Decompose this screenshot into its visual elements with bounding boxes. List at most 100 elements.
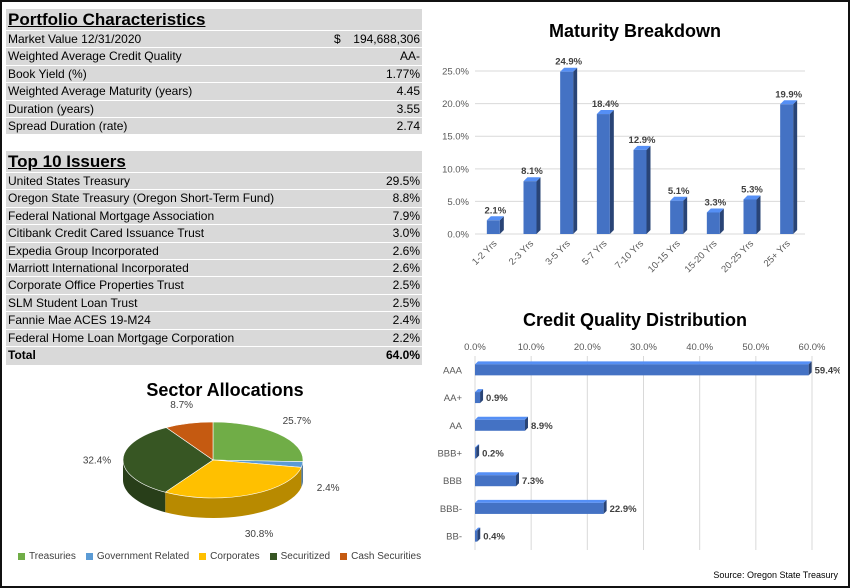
sector-legend: Treasuries Government Related Corporates… bbox=[18, 551, 421, 562]
row-value: 2.6% bbox=[392, 243, 420, 258]
x-tick-label: 15-20 Yrs bbox=[683, 238, 720, 275]
bar-side bbox=[603, 499, 607, 514]
bar bbox=[633, 149, 647, 234]
x-tick-label: 60.0% bbox=[799, 342, 826, 353]
bar-side bbox=[573, 67, 578, 234]
portfolio-characteristics-table: Portfolio Characteristics Market Value 1… bbox=[6, 9, 422, 134]
y-tick-label: BBB+ bbox=[437, 449, 462, 460]
data-label: 32.4% bbox=[83, 456, 111, 467]
x-tick-label: 0.0% bbox=[464, 342, 486, 353]
bar bbox=[560, 71, 574, 234]
y-tick-label: BBB- bbox=[440, 504, 462, 515]
data-label: 0.9% bbox=[486, 393, 508, 404]
legend-label: Corporates bbox=[210, 551, 260, 562]
data-label: 0.2% bbox=[482, 449, 504, 460]
row-value: 2.6% bbox=[392, 260, 420, 275]
bar bbox=[486, 220, 500, 234]
sector-allocations-chart: 25.7% 2.4% 30.8% 32.4% 8.7% bbox=[83, 400, 340, 540]
table-row: Duration (years) 3.55 bbox=[6, 99, 422, 117]
x-tick-label: 20-25 Yrs bbox=[719, 238, 756, 275]
y-tick-label: 0.0% bbox=[447, 230, 469, 241]
y-tick-label: BB- bbox=[446, 532, 462, 543]
data-label: 24.9% bbox=[555, 57, 582, 68]
portfolio-characteristics-title: Portfolio Characteristics bbox=[8, 10, 206, 29]
table-row: Weighted Average Maturity (years) 4.45 bbox=[6, 82, 422, 99]
bar-side bbox=[808, 361, 812, 376]
pie-slice bbox=[122, 427, 214, 493]
bar-top bbox=[475, 527, 481, 531]
x-tick-label: 5-7 Yrs bbox=[580, 238, 609, 267]
table-row: Federal Home Loan Mortgage Corporation 2.… bbox=[6, 328, 422, 346]
legend-swatch bbox=[269, 553, 277, 560]
bar bbox=[475, 364, 809, 376]
bar bbox=[596, 114, 610, 234]
row-value: 8.8% bbox=[392, 191, 420, 206]
row-label: Book Yield (%) bbox=[8, 66, 87, 81]
table-row: Weighted Average Credit Quality AA- bbox=[6, 47, 422, 64]
y-tick-label: 5.0% bbox=[447, 197, 469, 208]
row-value: 4.45 bbox=[396, 84, 420, 99]
data-label: 0.4% bbox=[483, 532, 505, 543]
bar-top bbox=[475, 444, 480, 448]
bar-side bbox=[524, 416, 528, 431]
pie-slice bbox=[212, 421, 304, 462]
y-tick-label: 20.0% bbox=[442, 99, 469, 110]
x-tick-label: 20.0% bbox=[574, 342, 601, 353]
row-value: 2.74 bbox=[396, 118, 420, 133]
row-value: 2.5% bbox=[392, 278, 420, 293]
top-issuers-table: Top 10 Issuers United States Treasury 29.… bbox=[6, 151, 422, 365]
table-row: Market Value 12/31/2020 $ 194,688,306 bbox=[6, 30, 422, 47]
bar bbox=[475, 530, 478, 542]
legend-swatch bbox=[199, 553, 207, 560]
data-label: 5.1% bbox=[668, 186, 690, 197]
data-label: 12.9% bbox=[629, 135, 656, 146]
bar-side bbox=[646, 145, 651, 234]
x-tick-label: 10-15 Yrs bbox=[646, 238, 683, 275]
row-value: 7.9% bbox=[392, 208, 420, 223]
bar-side bbox=[793, 100, 798, 234]
table-row: Federal National Mortgage Association 7.9… bbox=[6, 206, 422, 224]
bar-top bbox=[475, 416, 528, 420]
maturity-chart-title: Maturity Breakdown bbox=[548, 21, 722, 41]
bar-top bbox=[633, 145, 651, 150]
y-tick-label: AA bbox=[449, 421, 462, 432]
legend-swatch bbox=[18, 553, 25, 560]
bar-side bbox=[756, 195, 761, 234]
bar-side bbox=[719, 208, 724, 234]
row-value: 2.2% bbox=[392, 330, 420, 345]
legend-item: Government Related bbox=[85, 551, 189, 562]
table-row: SLM Student Loan Trust 2.5% bbox=[6, 293, 422, 311]
x-tick-label: 25+ Yrs bbox=[762, 238, 793, 269]
row-label: United States Treasury bbox=[8, 174, 131, 188]
source-note: Source: Oregon State Treasury bbox=[713, 570, 838, 580]
bar-top bbox=[475, 499, 607, 503]
row-label: Spread Duration (rate) bbox=[8, 118, 128, 133]
row-label: Weighted Average Credit Quality bbox=[8, 49, 182, 64]
market-value: $ 194,688,306 bbox=[334, 31, 420, 47]
data-label: 8.9% bbox=[531, 421, 553, 432]
bar bbox=[475, 475, 517, 487]
x-tick-label: 3-5 Yrs bbox=[543, 238, 572, 267]
credit-quality-chart: 0.0% 10.0% 20.0% 30.0% 40.0% 50.0% 60.0% AAA 59.… bbox=[437, 342, 840, 550]
bar bbox=[670, 200, 684, 234]
row-label: Federal National Mortgage Association bbox=[8, 208, 215, 223]
bar-top bbox=[670, 196, 688, 201]
bar-top bbox=[706, 208, 724, 213]
bar-top bbox=[596, 110, 614, 115]
y-tick-label: BBB bbox=[443, 476, 462, 487]
bar-side bbox=[516, 472, 520, 487]
row-value: 194,688,306 bbox=[353, 32, 420, 46]
data-label: 18.4% bbox=[592, 99, 619, 110]
row-label: Marriott International Incorporated bbox=[8, 260, 189, 275]
row-label: Oregon State Treasury (Oregon Short-Term… bbox=[8, 191, 275, 206]
row-value: 1.77% bbox=[385, 66, 420, 81]
bar bbox=[475, 447, 477, 459]
table-row: Fannie Mae ACES 19-M24 2.4% bbox=[6, 311, 422, 328]
bar bbox=[475, 392, 481, 404]
data-label: 2.4% bbox=[317, 483, 340, 494]
table-row: Spread Duration (rate) 2.74 bbox=[6, 116, 422, 134]
table-row: Book Yield (%) 1.77% bbox=[6, 64, 422, 82]
bar-side bbox=[499, 216, 504, 234]
top-issuers-title: Top 10 Issuers bbox=[8, 152, 126, 171]
data-label: 7.3% bbox=[522, 476, 544, 487]
